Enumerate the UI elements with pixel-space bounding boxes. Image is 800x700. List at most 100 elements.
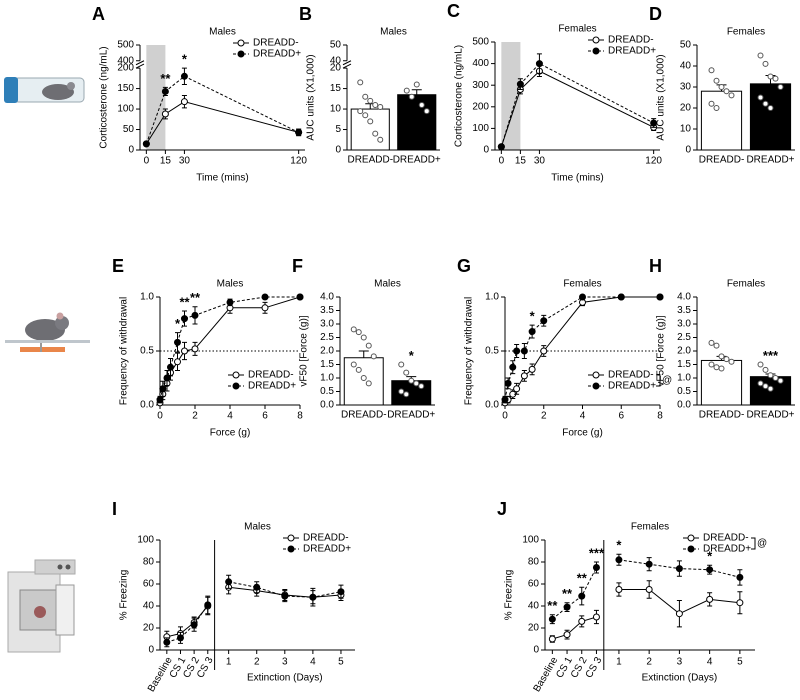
x-tick-label: DREADD- (699, 155, 745, 166)
data-point (578, 592, 586, 600)
y-tick-label: 15 (330, 83, 342, 94)
legend-label: DREADD- (248, 370, 294, 381)
data-point (540, 317, 548, 325)
panel-letter: D (649, 4, 662, 24)
y-tick-label: 0 (335, 145, 341, 156)
data-point (713, 105, 720, 111)
legend-marker (287, 534, 295, 542)
data-point (261, 293, 269, 301)
data-point (418, 383, 425, 390)
y-tick-label: 3.0 (677, 319, 691, 330)
data-point (767, 73, 774, 80)
y-axis-label: Corticosterone (ng/mL) (454, 45, 465, 147)
significance-label: * (182, 52, 188, 67)
data-point (226, 298, 234, 306)
y-axis-label: % Freezing (119, 570, 130, 621)
bar (700, 90, 743, 151)
y-tick-label: 100 (472, 123, 489, 134)
data-point (403, 391, 410, 398)
bar (343, 357, 384, 406)
y-tick-label: 80 (528, 557, 540, 568)
shaded-period (501, 42, 521, 150)
data-point (372, 101, 379, 108)
data-point (295, 128, 303, 136)
data-point (513, 347, 521, 355)
data-point (713, 364, 720, 371)
data-point (713, 77, 720, 84)
data-point (645, 586, 653, 593)
data-point (161, 87, 169, 95)
y-tick-label: 10 (330, 104, 342, 115)
x-tick-label: 6 (618, 411, 624, 422)
data-point (167, 363, 174, 371)
data-point (281, 592, 289, 600)
data-point (509, 363, 517, 371)
legend-marker (592, 47, 600, 55)
data-point (777, 84, 784, 90)
data-point (736, 599, 744, 607)
data-point (675, 610, 683, 618)
data-point (367, 118, 374, 125)
x-tick-label: 5 (338, 657, 344, 668)
data-point (174, 358, 181, 366)
y-tick-label: 0.5 (485, 346, 499, 357)
data-point (156, 396, 164, 404)
y-tick-label: 400 (472, 58, 489, 69)
data-point (767, 105, 774, 111)
y-tick-label: 40 (330, 55, 342, 66)
y-tick-label: 10 (680, 124, 692, 135)
data-point (355, 366, 362, 373)
legend-marker (232, 382, 240, 390)
data-point (370, 353, 377, 360)
x-axis-label: Force (g) (210, 428, 251, 439)
data-point (357, 79, 364, 86)
data-point (408, 377, 415, 384)
data-point (762, 60, 769, 67)
data-point (296, 293, 304, 301)
y-tick-label: 0.0 (140, 400, 154, 411)
data-point (516, 80, 524, 88)
axis-break (342, 60, 352, 66)
data-point (708, 67, 715, 74)
y-tick-label: 50 (680, 40, 692, 51)
y-tick-label: 0 (533, 645, 539, 656)
y-tick-label: 150 (117, 83, 134, 94)
y-axis-label: vF50 [Force (g)] (656, 315, 667, 386)
data-point (362, 93, 369, 100)
data-point (520, 372, 528, 380)
data-point (163, 374, 171, 382)
axis-break (135, 60, 145, 66)
chart-title: Males (209, 27, 236, 38)
x-tick-label: 6 (262, 411, 268, 422)
y-tick-label: 100 (137, 535, 154, 546)
panel-letter: F (292, 256, 303, 276)
error-bar (411, 89, 422, 95)
y-tick-label: 300 (472, 80, 489, 91)
data-point (708, 100, 715, 107)
y-tick-label: 3.5 (677, 305, 691, 316)
y-tick-label: 0 (685, 145, 691, 156)
data-point (204, 601, 212, 609)
data-point (528, 328, 536, 336)
data-point (645, 560, 653, 568)
legend-marker (592, 36, 600, 44)
panel-letter: E (112, 256, 124, 276)
data-point (723, 88, 730, 95)
significance-label: ** (160, 71, 171, 86)
series-line (145, 75, 299, 145)
data-point (181, 347, 188, 355)
legend-label: DREADD+ (608, 46, 656, 57)
legend-bracket (751, 537, 756, 550)
data-point (563, 603, 571, 611)
chart-title: Females (631, 522, 669, 533)
data-point (423, 108, 430, 115)
data-point (767, 372, 774, 379)
data-point (736, 573, 744, 581)
series-line (552, 616, 597, 640)
x-axis-label: Time (mins) (551, 173, 603, 184)
data-point (161, 110, 169, 118)
panel-letter: I (112, 499, 117, 519)
x-tick-label: 5 (737, 657, 743, 668)
